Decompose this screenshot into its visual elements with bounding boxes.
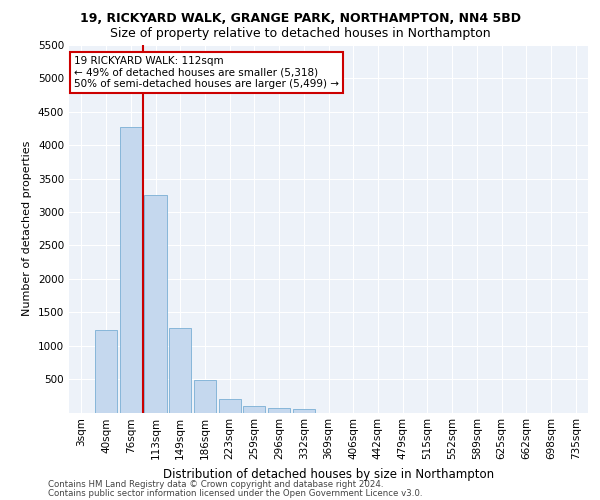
Text: Size of property relative to detached houses in Northampton: Size of property relative to detached ho… xyxy=(110,28,490,40)
Text: Contains public sector information licensed under the Open Government Licence v3: Contains public sector information licen… xyxy=(48,488,422,498)
Bar xyxy=(119,126,142,412)
Y-axis label: Number of detached properties: Number of detached properties xyxy=(22,141,32,316)
Bar xyxy=(243,406,265,412)
Bar xyxy=(95,330,117,412)
Bar xyxy=(169,328,191,412)
Bar xyxy=(218,399,241,412)
Bar xyxy=(145,194,167,412)
Bar xyxy=(268,408,290,412)
Text: 19, RICKYARD WALK, GRANGE PARK, NORTHAMPTON, NN4 5BD: 19, RICKYARD WALK, GRANGE PARK, NORTHAMP… xyxy=(79,12,521,26)
X-axis label: Distribution of detached houses by size in Northampton: Distribution of detached houses by size … xyxy=(163,468,494,481)
Bar xyxy=(293,409,315,412)
Bar xyxy=(194,380,216,412)
Text: 19 RICKYARD WALK: 112sqm
← 49% of detached houses are smaller (5,318)
50% of sem: 19 RICKYARD WALK: 112sqm ← 49% of detach… xyxy=(74,56,339,89)
Text: Contains HM Land Registry data © Crown copyright and database right 2024.: Contains HM Land Registry data © Crown c… xyxy=(48,480,383,489)
